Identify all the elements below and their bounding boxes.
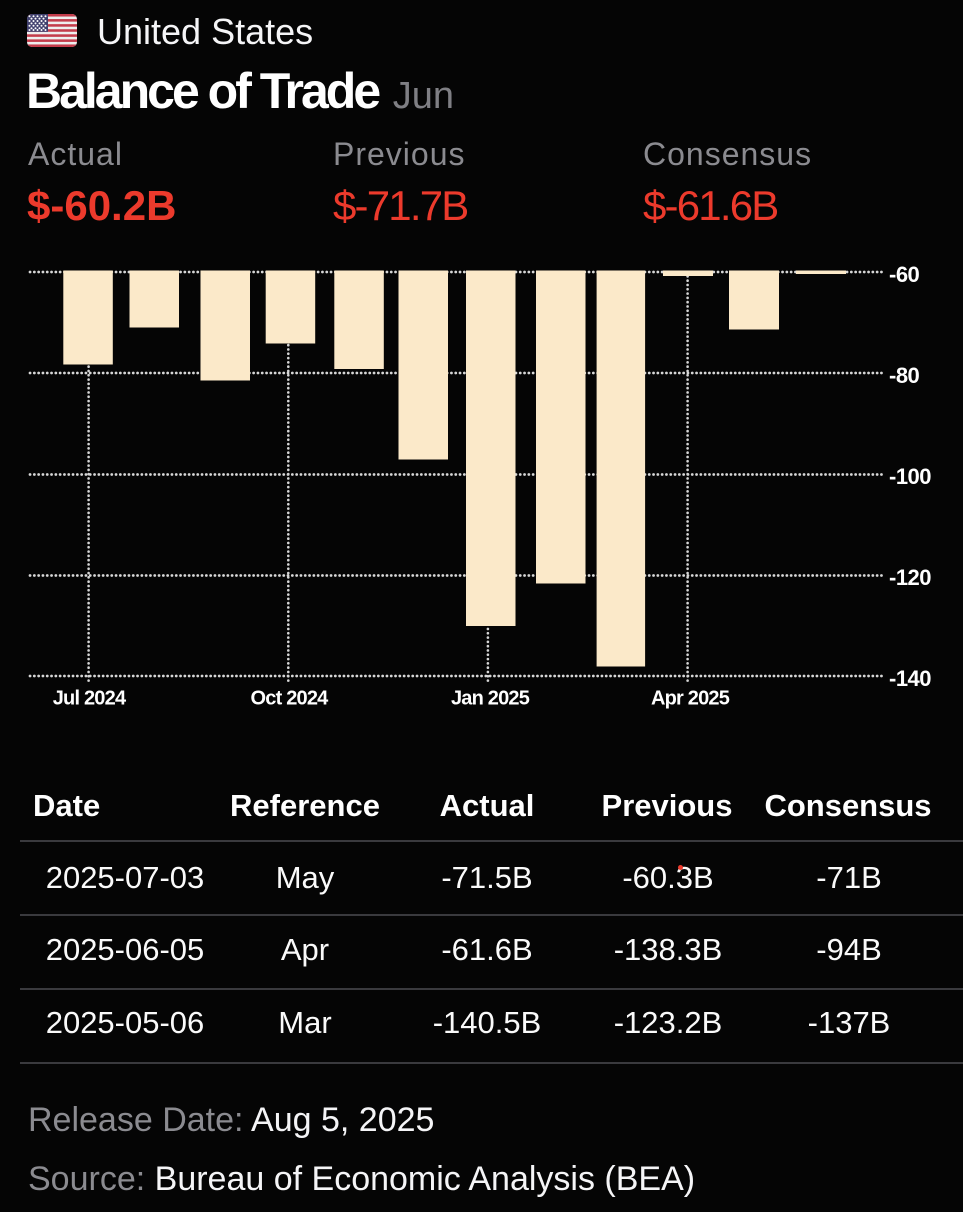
svg-text:Apr 2025: Apr 2025 — [651, 688, 730, 710]
svg-text:Jul 2024: Jul 2024 — [53, 688, 127, 710]
svg-text:Jan 2025: Jan 2025 — [451, 688, 530, 710]
svg-text:-120: -120 — [889, 565, 931, 590]
svg-text:-100: -100 — [889, 464, 931, 489]
svg-text:Oct 2024: Oct 2024 — [251, 688, 330, 710]
svg-text:-80: -80 — [889, 363, 920, 388]
svg-text:-140: -140 — [889, 666, 931, 691]
svg-text:-60: -60 — [889, 262, 920, 287]
